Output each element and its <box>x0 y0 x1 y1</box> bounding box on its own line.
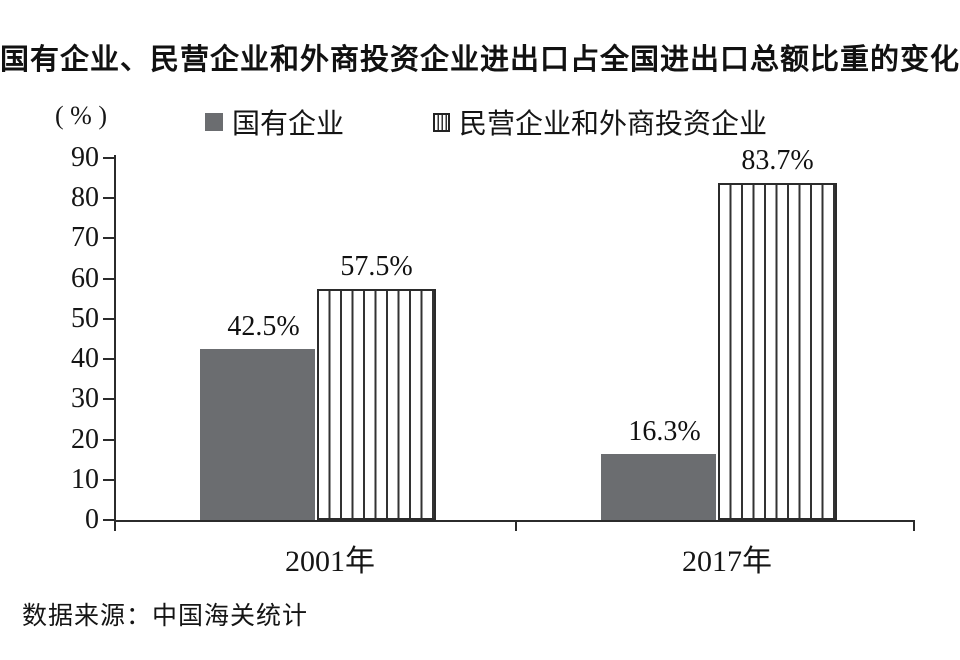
y-axis-tick-label: 30 <box>71 383 99 415</box>
y-axis-tick <box>103 197 114 200</box>
y-axis-tick <box>103 317 114 320</box>
bar-value-label: 83.7% <box>741 145 814 177</box>
y-axis-tick-label: 20 <box>71 423 99 455</box>
x-axis-tick <box>515 522 517 531</box>
y-axis-tick-label: 0 <box>85 504 99 535</box>
y-axis-tick <box>103 478 114 481</box>
y-axis-tick-label: 60 <box>71 262 99 294</box>
bar-series0-cat0 <box>200 349 315 520</box>
y-axis-tick-label: 70 <box>71 222 99 254</box>
y-axis-line <box>114 155 116 522</box>
y-axis-tick <box>103 398 114 401</box>
legend-striped-swatch-icon <box>433 112 450 132</box>
y-axis-tick-label: 50 <box>71 302 99 334</box>
y-axis-tick <box>103 237 114 240</box>
x-axis-tick <box>913 522 915 531</box>
y-axis-tick-label: 10 <box>71 463 99 495</box>
legend-solid-swatch-icon <box>205 113 223 131</box>
legend-label-state-owned: 国有企业 <box>232 109 345 140</box>
legend-item-state-owned: 国有企业 <box>205 105 345 140</box>
legend-label-private-foreign: 民营企业和外商投资企业 <box>459 109 768 140</box>
y-axis-tick <box>103 277 114 280</box>
x-axis-tick <box>114 522 116 531</box>
bar-series1-cat0 <box>317 288 436 520</box>
y-axis-tick-label: 90 <box>71 142 99 173</box>
y-axis-tick <box>103 438 114 441</box>
bar-series0-cat1 <box>601 454 716 520</box>
y-axis-unit-label: ( % ) <box>55 101 107 130</box>
y-axis-tick-label: 80 <box>71 182 99 214</box>
y-axis-tick-label: 40 <box>71 343 99 375</box>
data-source-note: 数据来源：中国海关统计 <box>22 603 309 630</box>
x-axis-category-label: 2017年 <box>682 545 772 578</box>
y-axis-tick <box>103 157 114 159</box>
x-axis-line <box>114 520 915 522</box>
bar-value-label: 16.3% <box>628 416 701 448</box>
x-axis-category-label: 2001年 <box>285 545 375 578</box>
chart-title: 国有企业、民营企业和外商投资企业进出口占全国进出口总额比重的变化 <box>0 44 960 76</box>
y-axis-tick <box>103 519 114 521</box>
bar-value-label: 57.5% <box>340 250 413 282</box>
bar-series1-cat1 <box>718 183 837 520</box>
y-axis-tick <box>103 358 114 361</box>
bar-value-label: 42.5% <box>227 311 300 343</box>
legend-item-private-foreign: 民营企业和外商投资企业 <box>433 105 768 140</box>
